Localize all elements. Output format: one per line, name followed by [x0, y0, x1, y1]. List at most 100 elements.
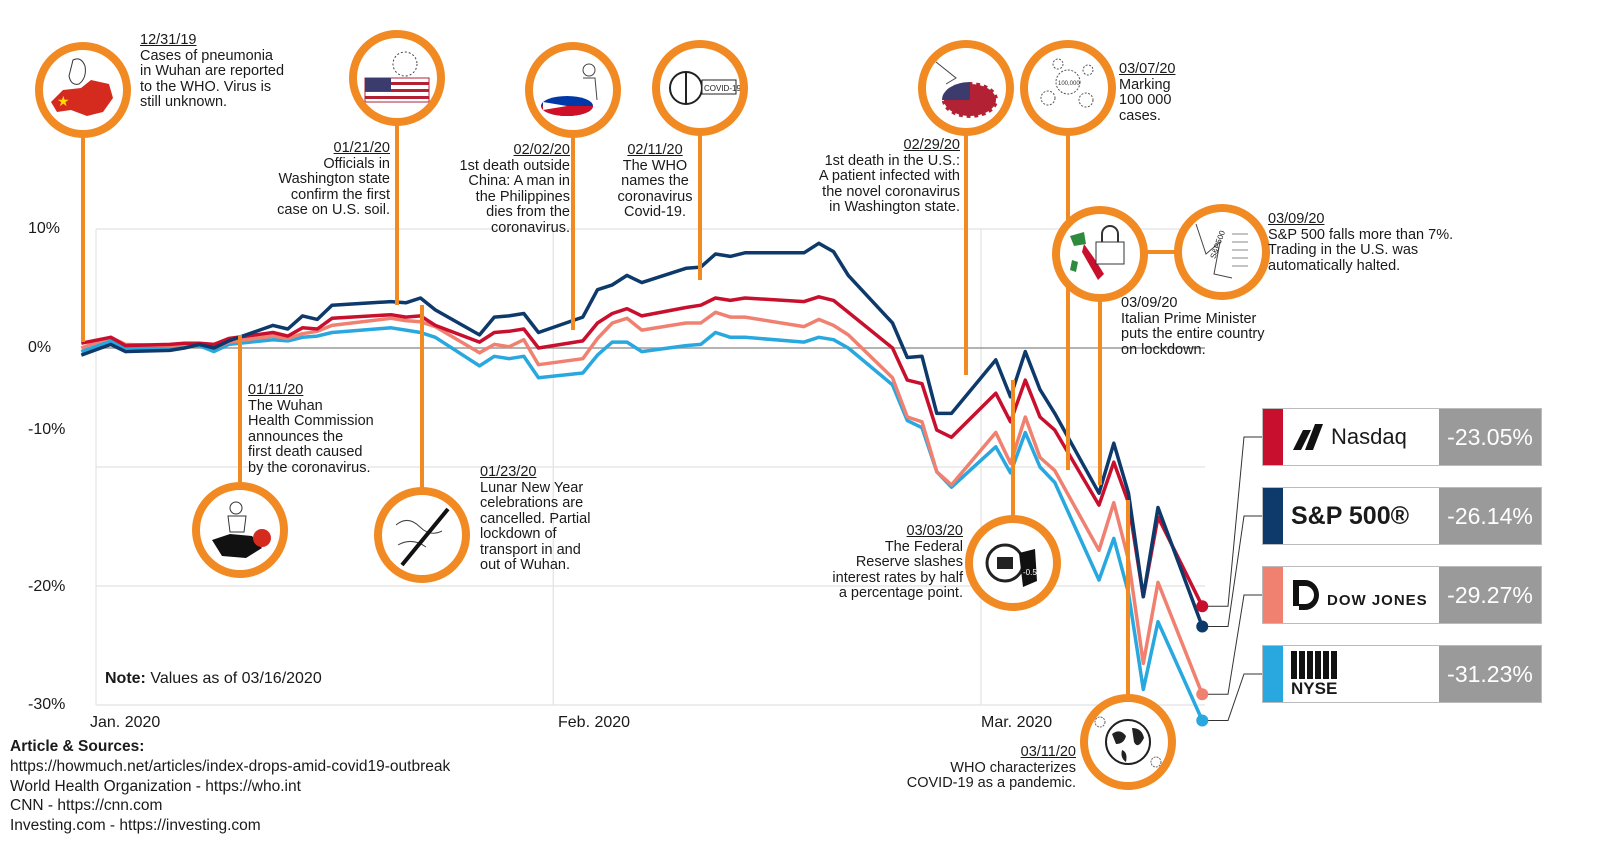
- series-end-dot: [1196, 600, 1209, 613]
- annotation-01-23-20: 01/23/20 Lunar New Year celebrations are …: [480, 464, 591, 574]
- italy-lock-icon: [1052, 206, 1148, 302]
- legend-color-swatch: [1263, 409, 1283, 465]
- legend-connector: [1202, 515, 1262, 627]
- legend-connector: [1202, 673, 1262, 721]
- annotation-date: 02/11/20: [627, 142, 683, 158]
- annotation-date: 03/07/20: [1119, 61, 1176, 77]
- cases-count-label: 100,000: [1058, 81, 1080, 87]
- nasdaq-logo: Nasdaq: [1283, 409, 1439, 465]
- legend-value: -23.05%: [1439, 409, 1541, 465]
- annotation-stem: [1011, 380, 1015, 520]
- annotation-03-09-20-sp500: 03/09/20 S&P 500 falls more than 7%. Trad…: [1268, 211, 1454, 274]
- svg-text:★: ★: [57, 93, 70, 109]
- y-tick-label: 10%: [28, 220, 61, 237]
- annotation-stem: [964, 130, 968, 375]
- annotation-connector: [1140, 250, 1180, 254]
- annotation-text: WHO characterizes COVID-19 as a pandemic…: [906, 759, 1076, 791]
- who-logo-icon: COVID-19: [652, 40, 748, 136]
- x-tick-label: Jan. 2020: [90, 714, 161, 731]
- legend-connector: [1202, 436, 1262, 607]
- legend-nyse: NYSE -31.23%: [1262, 645, 1542, 703]
- legend-color-swatch: [1263, 488, 1283, 544]
- dow-jones-logo: DOW JONES: [1283, 567, 1439, 623]
- annotation-text: The Wuhan Health Commission announces th…: [248, 397, 374, 476]
- us-virus-map-icon: [349, 30, 445, 126]
- source-link[interactable]: CNN - https://cnn.com: [10, 797, 163, 815]
- dow-jones-d-icon: [1293, 580, 1319, 610]
- cancelled-lantern-icon: [374, 487, 470, 583]
- legend-color-swatch: [1263, 646, 1283, 702]
- series-end-dot: [1196, 714, 1209, 727]
- annotation-text: 1st death in the U.S.: A patient infecte…: [818, 152, 960, 215]
- y-tick-label: 0%: [28, 339, 52, 356]
- annotation-text: Officials in Washington state confirm th…: [277, 155, 390, 218]
- annotation-03-07-20: 03/07/20 Marking 100 000 cases.: [1119, 61, 1176, 124]
- us-flag-patient-icon: [918, 40, 1014, 136]
- sp500-icon-label: S&P500: [1208, 229, 1227, 260]
- note: Note: Values as of 03/16/2020: [105, 670, 322, 688]
- annotation-12-31-19: 12/31/19 Cases of pneumonia in Wuhan are …: [140, 32, 285, 111]
- annotation-text: Marking 100 000 cases.: [1119, 76, 1172, 124]
- annotation-stem: [1098, 300, 1102, 485]
- y-tick-label: -30%: [28, 696, 66, 713]
- nasdaq-logo-icon: [1293, 424, 1323, 450]
- note-label: Note:: [105, 670, 146, 687]
- nyse-bars-icon: [1291, 651, 1337, 679]
- globe-virus-icon: [1080, 694, 1176, 790]
- annotation-03-03-20: 03/03/20 The Federal Reserve slashes inte…: [832, 523, 963, 602]
- legend-value: -26.14%: [1439, 488, 1541, 544]
- annotation-text: Italian Prime Minister puts the entire c…: [1121, 310, 1265, 358]
- rate-cut-label: -0.5: [1023, 568, 1037, 577]
- source-link[interactable]: Investing.com - https://investing.com: [10, 817, 261, 835]
- annotation-date: 02/02/20: [513, 142, 570, 158]
- annotation-date: 02/29/20: [903, 137, 960, 153]
- annotation-02-29-20: 02/29/20 1st death in the U.S.: A patient…: [818, 137, 960, 216]
- annotation-stem: [571, 130, 575, 330]
- annotation-date: 03/09/20: [1268, 211, 1325, 227]
- nyse-logo: NYSE: [1283, 646, 1439, 702]
- china-map-icon: ★: [35, 42, 131, 138]
- annotation-stem: [1126, 500, 1130, 700]
- annotation-03-11-20: 03/11/20 WHO characterizes COVID-19 as a …: [906, 744, 1076, 792]
- philippines-flag-icon: [525, 42, 621, 138]
- legend-label: NYSE: [1291, 679, 1338, 698]
- legend-value: -29.27%: [1439, 567, 1541, 623]
- note-text: Values as of 03/16/2020: [145, 670, 322, 687]
- annotation-stem: [698, 130, 702, 280]
- annotation-text: The Federal Reserve slashes interest rat…: [832, 538, 963, 601]
- annotation-date: 12/31/19: [140, 32, 197, 48]
- x-tick-label: Mar. 2020: [981, 714, 1053, 731]
- legend-dow-jones: DOW JONES -29.27%: [1262, 566, 1542, 624]
- annotation-02-02-20: 02/02/20 1st death outside China: A man i…: [459, 142, 570, 236]
- annotation-date: 03/11/20: [1020, 744, 1076, 760]
- legend-connector: [1202, 594, 1262, 695]
- annotation-text: Lunar New Year celebrations are cancelle…: [480, 479, 591, 573]
- legend-label: S&P 500®: [1291, 501, 1410, 530]
- sp500-logo: S&P 500®: [1283, 488, 1439, 544]
- source-link[interactable]: https://howmuch.net/articles/index-drops…: [10, 757, 451, 775]
- sp500-falling-icon: S&P500: [1174, 204, 1270, 300]
- wuhan-map-icon: [192, 482, 288, 578]
- legend-label: DOW JONES: [1327, 591, 1428, 609]
- annotation-text: 1st death outside China: A man in the Ph…: [459, 157, 570, 236]
- annotation-text: Cases of pneumonia in Wuhan are reported…: [140, 47, 285, 110]
- annotation-stem: [238, 335, 242, 485]
- sources: Article & Sources: https://howmuch.net/a…: [10, 737, 450, 836]
- federal-reserve-seal-icon: -0.5: [965, 515, 1061, 611]
- annotation-text: The WHO names the coronavirus Covid-19.: [617, 157, 693, 220]
- annotation-02-11-20: 02/11/20 The WHO names the coronavirus Co…: [605, 142, 705, 221]
- series-line-nasdaq: [80, 295, 1204, 607]
- annotation-text: S&P 500 falls more than 7%. Trading in t…: [1268, 226, 1454, 274]
- x-tick-label: Feb. 2020: [558, 714, 631, 731]
- annotation-stem: [420, 305, 424, 490]
- series-end-dot: [1196, 688, 1209, 701]
- who-logo-label: COVID-19: [704, 84, 740, 93]
- annotation-stem: [81, 130, 85, 342]
- legend-color-swatch: [1263, 567, 1283, 623]
- y-tick-label: -20%: [28, 578, 66, 595]
- annotation-stem: [395, 120, 399, 305]
- virus-cluster-icon: 100,000: [1020, 40, 1116, 136]
- annotation-date: 03/03/20: [906, 523, 963, 539]
- source-link[interactable]: World Health Organization - https://who.…: [10, 777, 301, 795]
